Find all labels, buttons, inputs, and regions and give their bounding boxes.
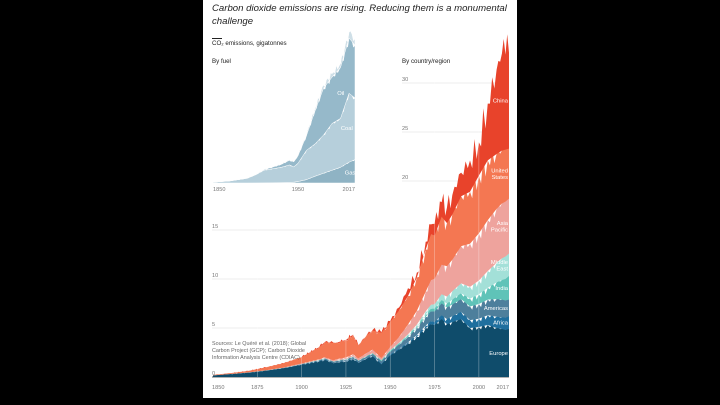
title-rule bbox=[212, 38, 222, 39]
fuel-label-oil: Oil bbox=[337, 91, 344, 97]
y-axis-ticks: 0 5 10 15 20 25 30 bbox=[212, 77, 408, 377]
area-europe bbox=[213, 317, 509, 377]
chart-card: Carbon dioxide emissions are rising. Red… bbox=[203, 0, 517, 398]
x-tick-label: 2000 bbox=[473, 385, 485, 391]
area-asia-pacific bbox=[213, 189, 509, 376]
y-tick-label: 10 bbox=[212, 273, 218, 279]
label-europe: Europe bbox=[489, 351, 508, 357]
fuel-area-series bbox=[212, 30, 356, 184]
x-axis-ticks: 1850 1875 1900 1925 1950 1975 2000 2017 bbox=[212, 385, 509, 391]
label-asia-pacific: Pacific bbox=[491, 228, 508, 234]
x-tick-label: 2017 bbox=[497, 385, 509, 391]
y-tick-label: 15 bbox=[212, 224, 218, 230]
label-united-states: United bbox=[491, 169, 508, 175]
fuel-x-tick-label: 1950 bbox=[292, 187, 304, 193]
label-india: India bbox=[495, 286, 508, 292]
x-tick-label: 1950 bbox=[384, 385, 396, 391]
y-tick-label: 5 bbox=[212, 322, 215, 328]
source-line-2: Carbon Project (GCP); Carbon Dioxide bbox=[212, 348, 305, 354]
fuel-x-tick-label: 2017 bbox=[343, 187, 355, 193]
label-asia-pacific: Asia bbox=[497, 221, 509, 227]
x-tick-label: 1975 bbox=[428, 385, 440, 391]
y-tick-label: 0 bbox=[212, 371, 215, 377]
label-china: China bbox=[493, 99, 509, 105]
fuel-x-axis-ticks: 1850 1950 2017 bbox=[213, 187, 355, 193]
y-tick-label: 20 bbox=[402, 175, 408, 181]
x-tick-label: 1900 bbox=[295, 385, 307, 391]
fuel-area-other bbox=[212, 30, 356, 183]
label-middle-east: Middle bbox=[491, 260, 508, 266]
area-china bbox=[213, 34, 509, 375]
panel-title-by-region: By country/region bbox=[402, 58, 451, 65]
fuel-label-gas: Gas bbox=[345, 171, 356, 177]
fuel-x-tick-label: 1850 bbox=[213, 187, 225, 193]
fuel-labels: Gas Coal Oil bbox=[337, 91, 355, 177]
y-tick-label: 25 bbox=[402, 126, 408, 132]
label-middle-east: East bbox=[496, 266, 508, 272]
source-line-1: Sources: Le Quéré et al. (2018); Global bbox=[212, 341, 306, 347]
x-tick-label: 1875 bbox=[251, 385, 263, 391]
label-united-states: States bbox=[492, 175, 509, 181]
panel-title-by-fuel: By fuel bbox=[212, 58, 231, 65]
area-americas bbox=[213, 295, 509, 376]
x-tick-label: 1850 bbox=[212, 385, 224, 391]
label-africa: Africa bbox=[493, 321, 509, 327]
chart-subtitle: CO₂ emissions, gigatonnes bbox=[212, 40, 287, 47]
label-americas: Americas bbox=[484, 306, 508, 312]
area-united-states bbox=[213, 135, 509, 376]
chart-title: Carbon dioxide emissions are rising. Red… bbox=[212, 3, 507, 27]
x-tick-label: 1925 bbox=[340, 385, 352, 391]
fuel-label-coal: Coal bbox=[341, 126, 353, 132]
region-area-series bbox=[213, 34, 509, 377]
chart-canvas: 0 5 10 15 20 25 30 1850 1875 1900 1925 1950 1975 200… bbox=[212, 30, 509, 391]
y-tick-label: 30 bbox=[402, 77, 408, 83]
source-line-3: Information Analysis Centre (CDIAC) bbox=[212, 355, 300, 361]
